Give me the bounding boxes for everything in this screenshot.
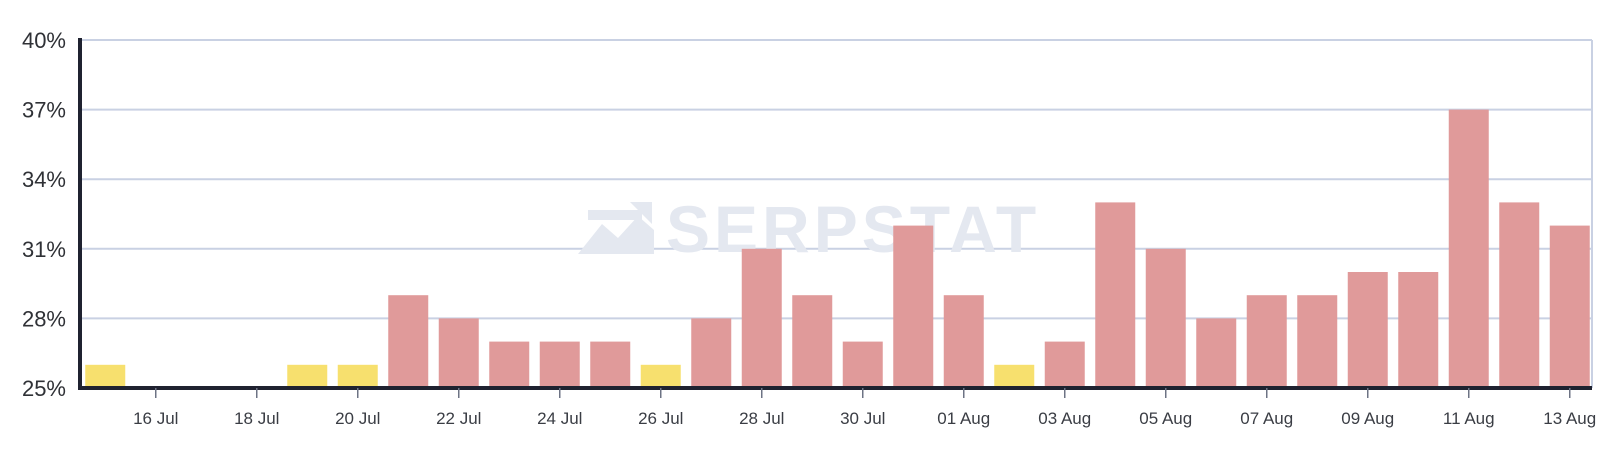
x-axis-labels: 16 Jul 18 Jul 20 Jul 22 Jul 24 Jul 26 Jul 28 J… [133,409,1596,428]
x-tick-label: 11 Aug [1443,409,1495,428]
y-tick-label: 34% [22,167,66,192]
x-tick-label: 01 Aug [937,409,990,428]
bar-04-aug[interactable] [1095,202,1136,388]
x-tick-label: 18 Jul [234,409,279,428]
axis-layer [78,38,1592,398]
x-tick-label: 22 Jul [436,409,481,428]
bar-21-jul[interactable] [388,295,429,388]
bar-13-aug[interactable] [1549,225,1590,388]
bar-30-jul[interactable] [842,341,883,388]
bar-08-aug[interactable] [1297,295,1338,388]
x-tick-label: 13 Aug [1543,409,1596,428]
bar-31-jul[interactable] [893,225,934,388]
x-tick-label: 09 Aug [1341,409,1394,428]
y-tick-label: 40% [22,28,66,53]
bar-22-jul[interactable] [438,318,479,388]
bar-12-aug[interactable] [1499,202,1540,388]
bar-11-aug[interactable] [1448,109,1489,388]
bar-23-jul[interactable] [489,341,530,388]
bar-28-jul[interactable] [741,248,782,388]
y-tick-label: 28% [22,306,66,331]
bar-07-aug[interactable] [1246,295,1287,388]
watermark: SERPSTAT [578,192,1040,266]
x-tick-label: 30 Jul [840,409,885,428]
bar-29-jul[interactable] [792,295,833,388]
bar-06-aug[interactable] [1196,318,1237,388]
bar-24-jul[interactable] [539,341,580,388]
watermark-text: SERPSTAT [666,192,1040,266]
bars-layer [85,109,1590,388]
bar-05-aug[interactable] [1145,248,1186,388]
serpstat-logo-icon [578,202,654,254]
x-tick-label: 24 Jul [537,409,582,428]
bar-15-jul[interactable] [85,364,126,388]
x-tick-label: 05 Aug [1139,409,1192,428]
x-tick-label: 20 Jul [335,409,380,428]
y-tick-label: 31% [22,237,66,262]
bar-20-jul[interactable] [337,364,378,388]
y-tick-label: 37% [22,98,66,123]
x-tick-label: 16 Jul [133,409,178,428]
x-tick-label: 26 Jul [638,409,683,428]
bar-25-jul[interactable] [590,341,631,388]
y-tick-label: 25% [22,376,66,401]
grid-layer [80,39,1593,388]
bar-19-jul[interactable] [287,364,328,388]
bar-01-aug[interactable] [943,295,984,388]
x-tick-label: 28 Jul [739,409,784,428]
bar-02-aug[interactable] [994,364,1035,388]
x-tick-label: 03 Aug [1038,409,1091,428]
bar-09-aug[interactable] [1347,272,1388,388]
bar-27-jul[interactable] [691,318,732,388]
bar-10-aug[interactable] [1398,272,1439,388]
bar-03-aug[interactable] [1044,341,1085,388]
y-axis-labels: 40% 37% 34% 31% 28% 25% [22,28,66,401]
bar-26-jul[interactable] [640,364,681,388]
x-tick-label: 07 Aug [1240,409,1293,428]
